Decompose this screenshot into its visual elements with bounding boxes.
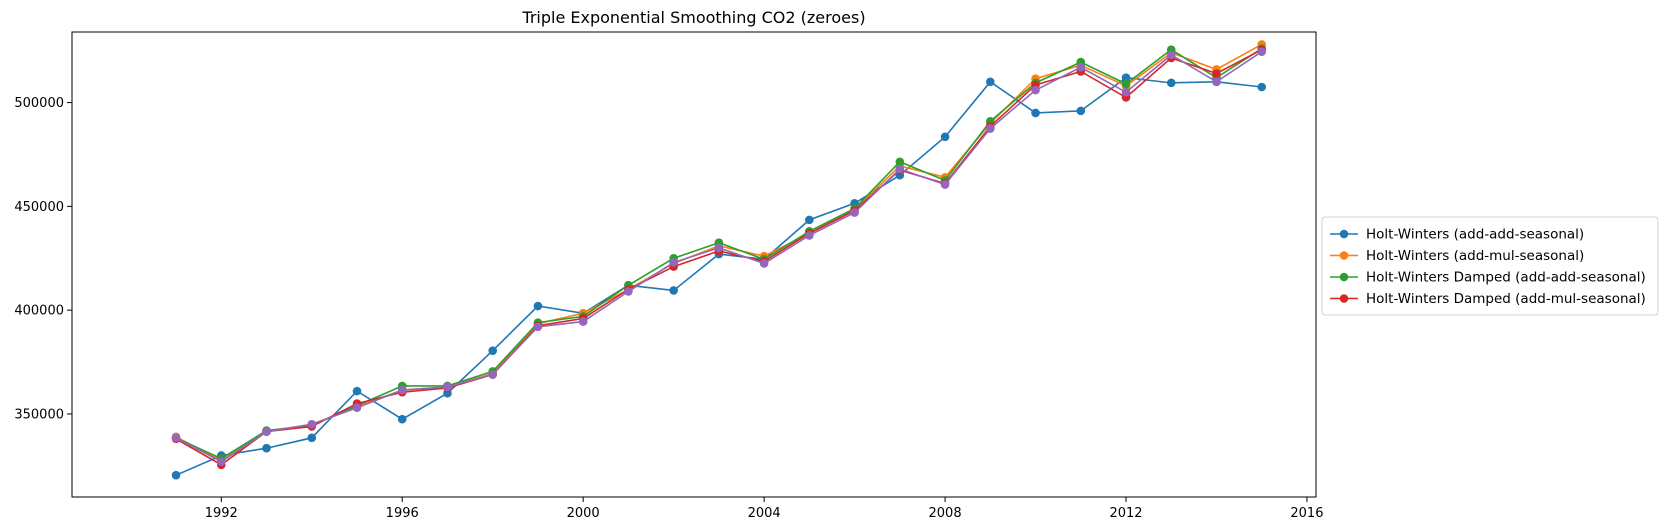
- legend-label: Holt-Winters Damped (add-add-seasonal): [1366, 270, 1646, 286]
- data-point: [1257, 47, 1267, 57]
- x-axis: 1992 1996 2000 2004 2008 2012 2016: [205, 497, 1323, 521]
- chart-title: Triple Exponential Smoothing CO2 (zeroes…: [521, 8, 865, 27]
- data-point: [805, 231, 814, 240]
- data-point: [1212, 77, 1221, 87]
- legend-marker: [1339, 272, 1349, 282]
- x-tick-label: 2012: [1109, 506, 1142, 521]
- x-tick-label: 2008: [929, 506, 962, 521]
- data-point: [669, 258, 678, 267]
- legend-box: [1321, 216, 1659, 316]
- y-tick-label: 350000: [14, 407, 64, 422]
- data-point: [352, 386, 362, 396]
- data-point: [397, 385, 407, 395]
- series-layer: [171, 40, 1267, 480]
- data-point: [1257, 82, 1267, 92]
- legend-item: Holt-Winters Damped (add-add-seasonal): [1330, 270, 1646, 286]
- x-tick-label: 2004: [748, 506, 781, 521]
- legend-marker: [1339, 229, 1349, 239]
- data-point: [1121, 87, 1131, 97]
- legend-label: Holt-Winters (add-add-seasonal): [1366, 227, 1584, 243]
- data-point: [985, 77, 995, 87]
- x-tick-label: 1996: [386, 506, 419, 521]
- data-point: [1076, 106, 1086, 116]
- plot-area: [71, 31, 1317, 498]
- data-point: [171, 433, 181, 443]
- series-line: [175, 76, 1262, 476]
- y-tick-label: 450000: [14, 200, 64, 215]
- data-point: [1166, 78, 1176, 88]
- data-point: [805, 215, 814, 225]
- data-point: [171, 470, 181, 480]
- y-tick-label: 400000: [14, 304, 64, 319]
- data-point: [262, 427, 271, 436]
- data-point: [1121, 73, 1131, 82]
- data-point: [443, 382, 452, 392]
- data-point: [940, 180, 950, 189]
- data-point: [895, 164, 905, 174]
- data-point: [488, 370, 497, 379]
- legend-marker: [1339, 294, 1349, 303]
- data-point: [533, 322, 543, 332]
- data-point: [1166, 50, 1176, 60]
- y-axis: 350000 400000 450000 500000: [14, 96, 72, 422]
- legend-label: Holt-Winters (add-mul-seasonal): [1366, 248, 1584, 264]
- data-point: [985, 124, 995, 133]
- data-point: [1031, 108, 1040, 118]
- data-point: [714, 243, 724, 253]
- data-point: [352, 403, 362, 413]
- data-point: [624, 287, 633, 296]
- data-point: [578, 317, 588, 326]
- legend-item: Holt-Winters Damped (add-mul-seasonal): [1330, 291, 1646, 307]
- legend-item: Holt-Winters (add-add-seasonal): [1330, 227, 1584, 243]
- data-point: [850, 208, 859, 217]
- data-point: [216, 457, 226, 467]
- data-point: [262, 443, 271, 453]
- data-point: [533, 301, 543, 311]
- data-point: [1121, 79, 1131, 89]
- data-point: [307, 420, 317, 429]
- x-tick-label: 2016: [1290, 506, 1323, 521]
- x-tick-label: 1992: [205, 506, 238, 521]
- data-point: [1212, 69, 1221, 78]
- data-point: [488, 346, 497, 355]
- data-point: [1031, 85, 1040, 95]
- x-tick-label: 2000: [567, 506, 600, 521]
- data-point: [895, 157, 905, 167]
- series-4: [171, 47, 1267, 467]
- legend-item: Holt-Winters (add-mul-seasonal): [1330, 248, 1584, 264]
- data-point: [669, 286, 678, 295]
- series-0: [171, 73, 1267, 480]
- data-point: [397, 414, 407, 424]
- legend-marker: [1339, 251, 1349, 260]
- legend-label: Holt-Winters Damped (add-mul-seasonal): [1366, 291, 1646, 307]
- data-point: [759, 259, 769, 268]
- legend: Holt-Winters (add-add-seasonal) Holt-Wint…: [1321, 216, 1659, 316]
- y-tick-label: 500000: [14, 96, 64, 111]
- data-point: [307, 433, 317, 443]
- data-point: [1076, 62, 1086, 72]
- data-point: [940, 132, 950, 142]
